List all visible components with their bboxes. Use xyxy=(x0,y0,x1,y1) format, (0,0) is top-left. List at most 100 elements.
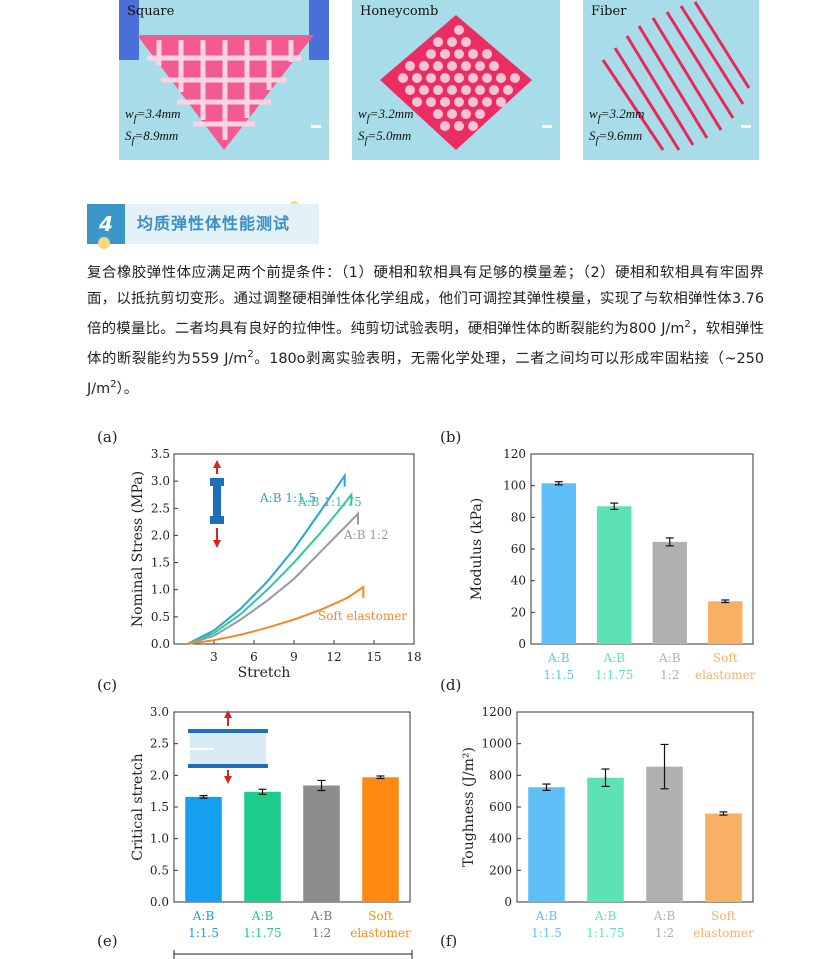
bar xyxy=(587,777,624,902)
honeycomb-cell xyxy=(496,97,506,107)
y-tick-label: 3.0 xyxy=(150,705,169,719)
category-label: A:B xyxy=(192,909,215,923)
photo-title: Square xyxy=(127,4,175,19)
x-tick-label: 9 xyxy=(290,650,298,664)
arrow-down-head xyxy=(224,776,232,784)
honeycomb-cell xyxy=(440,97,450,107)
y-tick-label: 0.0 xyxy=(150,895,169,909)
bar xyxy=(652,541,687,644)
series-label: A:B 1:2 xyxy=(343,528,389,542)
bar xyxy=(244,791,281,902)
panel-label-b: (b) xyxy=(440,428,462,446)
bar xyxy=(303,785,340,902)
y-tick-label: 1.5 xyxy=(151,556,170,570)
y-tick-label: 1.5 xyxy=(150,800,169,814)
honeycomb-cell xyxy=(412,73,422,83)
honeycomb-cell xyxy=(454,49,464,59)
bar xyxy=(362,777,399,902)
honeycomb-cell xyxy=(398,73,408,83)
y-tick-label: 1.0 xyxy=(151,583,170,597)
honeycomb-cell xyxy=(454,25,464,35)
series-label: A:B 1:1.5 xyxy=(259,491,316,505)
panel-label-a: (a) xyxy=(97,428,118,446)
bar xyxy=(541,483,576,644)
y-axis-label: Modulus (kPa) xyxy=(469,498,485,600)
bar xyxy=(708,601,743,644)
critical-stretch-bar-chart: 0.0 0.5 1.0 1.5 2.0 2.5 3.0 Critical stretch A:B… xyxy=(130,705,411,940)
honeycomb-cell xyxy=(475,85,485,95)
series-line xyxy=(186,491,353,645)
x-tick-label: 12 xyxy=(326,650,341,664)
photo-title: Honeycomb xyxy=(360,4,439,19)
honeycomb-cell xyxy=(426,97,436,107)
honeycomb-cell xyxy=(468,73,478,83)
series-line xyxy=(187,585,365,645)
honeycomb-cell xyxy=(482,73,492,83)
clamp-bottom xyxy=(188,764,268,768)
honeycomb-cell xyxy=(405,85,415,95)
honeycomb-cell xyxy=(419,61,429,71)
category-label: A:B xyxy=(658,651,681,665)
photo-honeycomb: Honeycomb wf=3.2mm Sf=5.0mm xyxy=(352,0,560,160)
honeycomb-cell xyxy=(447,61,457,71)
y-tick-label: 0.5 xyxy=(150,863,169,877)
arrow-up-head xyxy=(213,460,221,468)
bar xyxy=(528,787,565,902)
panel-label-d: (d) xyxy=(440,676,462,694)
honeycomb-cell xyxy=(496,73,506,83)
x-tick-label: 6 xyxy=(250,650,258,664)
y-axis-label: Toughness (J/m²) xyxy=(461,747,477,867)
photo-title: Fiber xyxy=(591,4,627,19)
series-line xyxy=(186,472,346,645)
category-label: A:B xyxy=(602,651,625,665)
honeycomb-cell xyxy=(447,37,457,47)
honeycomb-cell xyxy=(447,109,457,119)
y-tick-label: 1.0 xyxy=(150,832,169,846)
category-label: 1:1.75 xyxy=(243,926,281,940)
clamp-top xyxy=(188,729,268,733)
category-label: A:B xyxy=(535,909,558,923)
x-tick-label: 18 xyxy=(406,650,421,664)
panel-label-f: (f) xyxy=(440,932,458,950)
y-tick-label: 0.0 xyxy=(151,637,170,651)
category-label: A:B xyxy=(310,909,333,923)
honeycomb-cell xyxy=(503,85,513,95)
y-tick-label: 1000 xyxy=(481,737,512,751)
honeycomb-cell xyxy=(489,61,499,71)
photo-caption: wf=3.4mm Sf=8.9mm xyxy=(125,105,181,147)
category-label: 1:2 xyxy=(660,668,679,682)
x-tick-label: 15 xyxy=(366,650,381,664)
dogbone-specimen xyxy=(210,478,224,524)
honeycomb-cell xyxy=(405,61,415,71)
y-axis-label: Critical stretch xyxy=(130,753,146,860)
stress-stretch-chart: 0.0 0.5 1.0 1.5 2.0 2.5 3.0 3.5 3 6 9 12 15 18 Stretch… xyxy=(130,447,422,681)
honeycomb-cell xyxy=(447,85,457,95)
scale-bar xyxy=(542,125,552,128)
y-tick-label: 2.0 xyxy=(150,768,169,782)
y-tick-label: 100 xyxy=(503,479,526,493)
honeycomb-cell xyxy=(461,37,471,47)
photo-square: Square wf=3.4mm Sf=8.9mm xyxy=(119,0,329,160)
honeycomb-cell xyxy=(440,73,450,83)
honeycomb-cell xyxy=(440,121,450,131)
honeycomb-cell xyxy=(482,97,492,107)
honeycomb-cell xyxy=(468,49,478,59)
scale-bar xyxy=(311,125,321,128)
panel-label-c: (c) xyxy=(97,676,118,694)
category-label: A:B xyxy=(547,651,570,665)
honeycomb-cell xyxy=(461,61,471,71)
modulus-bar-chart: 0 20 40 60 80 100 120 Modulus (kPa) A:B 1:1.5 A:B 1… xyxy=(469,447,756,682)
square-lattice-image xyxy=(119,0,329,150)
category-label: 1:2 xyxy=(655,926,674,940)
honeycomb-cell xyxy=(419,85,429,95)
category-label: A:B xyxy=(594,909,617,923)
category-label: 1:1.5 xyxy=(531,926,562,940)
honeycomb-cell xyxy=(433,37,443,47)
scale-bar xyxy=(741,125,751,128)
y-tick-label: 40 xyxy=(511,574,526,588)
category-label: Soft xyxy=(711,909,736,923)
y-tick-label: 3.0 xyxy=(151,474,170,488)
honeycomb-cell xyxy=(475,61,485,71)
honeycomb-cell xyxy=(468,97,478,107)
photo-fiber: Fiber wf=3.2mm Sf=9.6mm xyxy=(583,0,759,160)
